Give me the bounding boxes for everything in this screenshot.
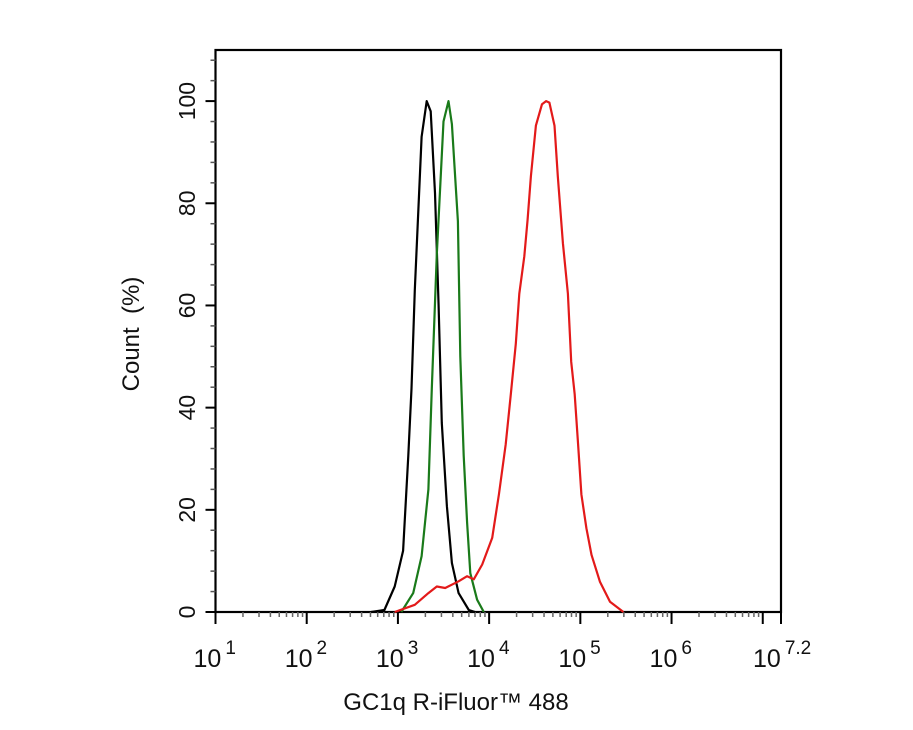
y-axis-title: Count (%) (118, 277, 145, 392)
x-tick-base: 10 (467, 645, 495, 673)
x-tick-label: 10 1 (194, 638, 236, 673)
y-tick-label: 40 (174, 395, 200, 421)
y-tick-labels: 0 20 40 60 80 100 (174, 82, 200, 618)
y-tick-label: 100 (174, 82, 200, 120)
x-tick-exponent: 1 (225, 638, 236, 659)
x-tick-exponent: 6 (681, 638, 692, 659)
x-tick-label: 10 4 (467, 638, 510, 673)
x-tick-exponent: 3 (408, 638, 419, 659)
x-tick-base: 10 (285, 645, 313, 673)
y-tick-label: 20 (174, 497, 200, 523)
x-tick-exponent: 5 (590, 638, 601, 659)
x-tick-label: 10 7.2 (753, 638, 811, 673)
black-histogram-curve (371, 100, 476, 614)
x-tick-label: 10 5 (558, 638, 600, 673)
y-tick-label: 80 (174, 190, 200, 216)
x-tick-label: 10 3 (376, 638, 418, 673)
plot-frame (214, 48, 783, 614)
x-tick-base: 10 (558, 645, 586, 673)
x-tick-base: 10 (650, 645, 678, 673)
axes (205, 48, 783, 624)
x-tick-label: 10 6 (650, 638, 692, 673)
x-tick-labels: 10 1 10 2 10 3 10 4 10 5 10 6 10 7.2 (194, 638, 812, 673)
x-tick-base: 10 (753, 645, 781, 673)
red-histogram-curve (394, 100, 625, 614)
green-histogram-curve (400, 100, 485, 613)
x-tick-exponent: 4 (499, 638, 510, 659)
x-tick-base: 10 (376, 645, 404, 673)
x-tick-label: 10 2 (285, 638, 327, 673)
x-axis-title: GC1q R-iFluor™ 488 (343, 689, 568, 716)
x-tick-exponent: 7.2 (785, 638, 811, 659)
y-tick-label: 60 (174, 293, 200, 319)
y-tick-label: 0 (174, 606, 200, 619)
x-tick-exponent: 2 (317, 638, 328, 659)
curves (371, 100, 625, 614)
x-tick-base: 10 (194, 645, 222, 673)
